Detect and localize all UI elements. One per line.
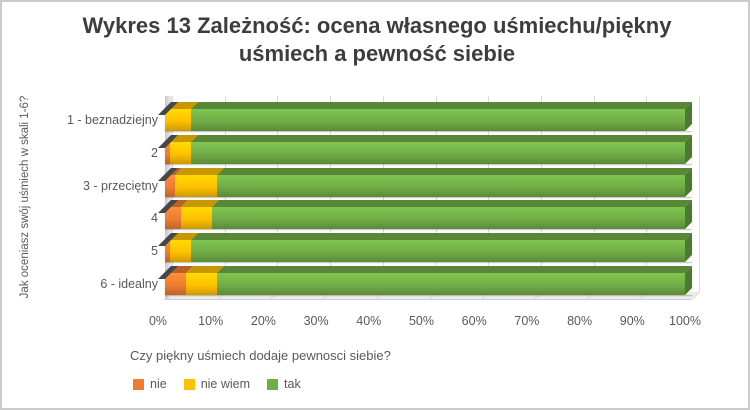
category-label: 1 - beznadziejny: [66, 113, 158, 127]
bar-end-cap: [685, 233, 692, 263]
category-label: 2: [151, 145, 158, 160]
legend-item-nie: nie: [133, 377, 167, 391]
bar-row-2: [158, 134, 692, 164]
category-label: 3 - przeciętny: [82, 178, 158, 193]
legend: nie nie wiem tak: [133, 377, 301, 391]
legend-label-tak: tak: [284, 377, 301, 391]
legend-title: Czy piękny uśmiech dodaje pewnosci siebi…: [130, 348, 391, 363]
bar-end-cap: [685, 134, 692, 164]
bar-end-cap: [685, 200, 692, 230]
legend-swatch-tak: [267, 378, 279, 390]
category-label: 6 - idealny: [100, 276, 158, 291]
x-tick: 80%: [567, 314, 593, 328]
legend-label-nie: nie: [150, 377, 167, 391]
bar-end-cap: [685, 102, 692, 131]
x-tick: 20%: [250, 314, 276, 328]
x-tick: 10%: [198, 314, 224, 328]
bar-segment-tak: [191, 109, 686, 131]
legend-item-tak: tak: [267, 377, 301, 391]
bar-row-4: [158, 200, 692, 230]
category-label: 4: [151, 211, 158, 226]
gridline: [699, 96, 700, 292]
category-axis: 1 - beznadziejny 2 3 - przeciętny 4 5 6 …: [42, 109, 158, 306]
bar-row-1-beznadziejny: [158, 102, 692, 131]
bar-segment-nie: [165, 207, 181, 230]
legend-label-nie-wiem: nie wiem: [200, 377, 251, 391]
x-tick: 70%: [514, 314, 540, 328]
chart-title: Wykres 13 Zależność: ocena własnego uśmi…: [82, 13, 672, 66]
legend-swatch-nie-wiem: [183, 378, 195, 390]
x-tick: 50%: [408, 314, 435, 328]
x-tick: 30%: [303, 314, 329, 328]
x-axis: 0% 10% 20% 30% 40% 50% 60% 70% 80% 90% 1…: [149, 314, 701, 330]
bar-row-3-przecietny: [158, 167, 692, 197]
bar-end-cap: [685, 266, 692, 295]
bar-segment-nie-wiem: [175, 174, 217, 197]
legend-swatch-nie: [133, 378, 144, 390]
bar-segment-nie: [165, 272, 186, 295]
bar-segment-nie-wiem: [180, 207, 212, 230]
bar-segment-nie: [165, 240, 171, 263]
bar-segment-tak: [191, 141, 686, 164]
x-tick: 40%: [356, 314, 382, 328]
bar-segment-nie-wiem: [170, 141, 191, 164]
plot-area: [158, 96, 700, 306]
bar-row-6-idealny: [158, 265, 692, 295]
y-axis-title: Jak oceniasz swój uśmiech w skali 1-6?: [19, 95, 31, 299]
bar-segment-nie-wiem: [170, 240, 191, 263]
bar-segment-tak: [191, 240, 686, 263]
floor-gridline: [692, 292, 700, 299]
bar-segment-tak: [211, 207, 686, 230]
x-tick: 0%: [148, 314, 168, 328]
x-tick: 100%: [669, 314, 701, 328]
category-label: 5: [151, 244, 158, 259]
plot-leftwall: [165, 96, 172, 299]
x-tick: 90%: [619, 314, 645, 328]
x-tick: 60%: [461, 314, 487, 328]
bar-segment-nie-wiem: [185, 272, 217, 295]
bar-segment-tak: [217, 174, 686, 197]
bar-segment-nie: [165, 174, 176, 197]
bar-row-5: [158, 233, 692, 263]
bar-segment-nie: [165, 141, 171, 164]
bar-end-cap: [685, 167, 692, 197]
bar-rows: [158, 102, 692, 306]
legend-item-nie-wiem: nie wiem: [183, 377, 251, 391]
bar-segment-nie-wiem: [165, 109, 191, 131]
bar-segment-tak: [217, 272, 686, 295]
